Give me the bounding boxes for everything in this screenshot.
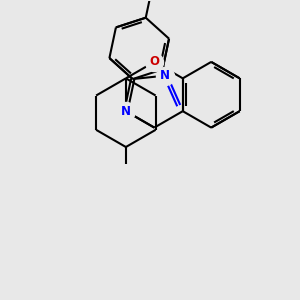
Text: O: O xyxy=(149,56,159,68)
Text: N: N xyxy=(121,105,131,118)
Text: N: N xyxy=(160,69,170,82)
